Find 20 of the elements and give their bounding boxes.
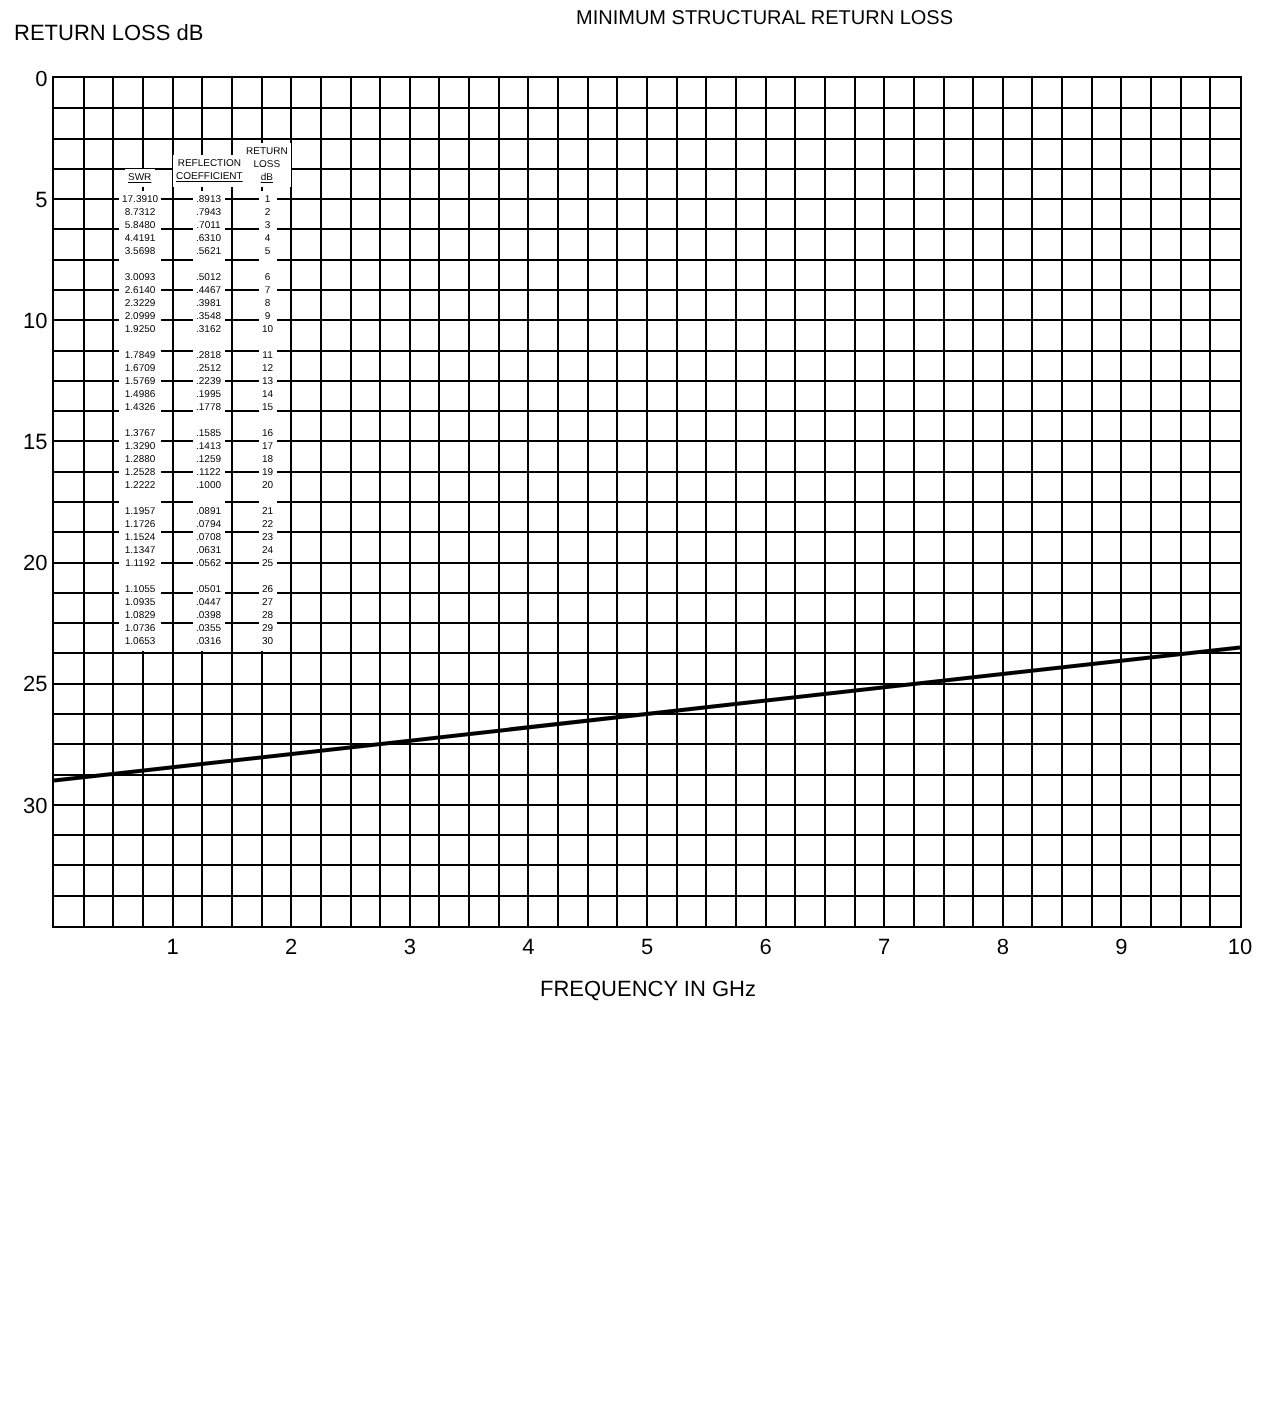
y-tick-label: 5 <box>35 188 48 213</box>
x-tick-label: 2 <box>285 936 298 961</box>
chart-title: MINIMUM STRUCTURAL RETURN LOSS <box>576 8 954 30</box>
x-tick-label: 10 <box>1227 936 1253 961</box>
x-tick-label: 6 <box>759 936 772 961</box>
x-tick-label: 4 <box>522 936 535 961</box>
x-tick-label: 5 <box>640 936 654 961</box>
y-tick-label: 30 <box>23 794 48 819</box>
x-tick-label: 7 <box>878 936 891 961</box>
y-tick-label: 25 <box>23 673 48 698</box>
y-axis-title: RETURN LOSS dB <box>14 22 204 46</box>
y-tick-label: 10 <box>23 309 48 334</box>
x-tick-label: 3 <box>403 936 416 961</box>
x-tick-label: 8 <box>996 936 1009 961</box>
y-tick-label: 15 <box>23 431 48 456</box>
x-tick-label: 1 <box>166 936 179 961</box>
x-axis-title: FREQUENCY IN GHz <box>540 978 756 1002</box>
x-tick-label: 9 <box>1115 936 1128 961</box>
y-tick-label: 0 <box>35 67 48 92</box>
y-tick-label: 20 <box>23 552 48 577</box>
